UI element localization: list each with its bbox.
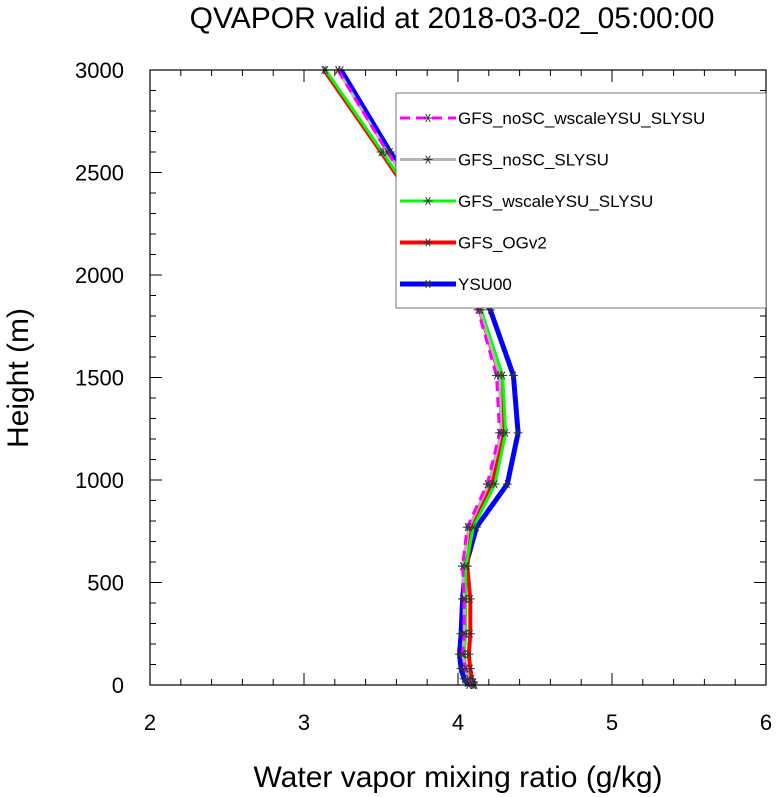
data-point xyxy=(482,479,492,489)
legend-label: GFS_OGv2 xyxy=(458,234,547,253)
legend-item: GFS_wscaleYSU_SLYSU xyxy=(400,192,653,211)
legend: GFS_noSC_wscaleYSU_SLYSU GFS_noSC_SLYSU GF… xyxy=(395,92,767,309)
plot-frame xyxy=(149,69,767,686)
data-point xyxy=(459,594,469,604)
legend-item: GFS_OGv2 xyxy=(400,234,547,253)
y-tick-label: 500 xyxy=(87,571,124,596)
data-point xyxy=(462,523,472,532)
data-point xyxy=(461,664,471,673)
legend-marker xyxy=(423,113,433,123)
y-tick-label: 1500 xyxy=(75,366,124,391)
legend-label: YSU00 xyxy=(458,275,512,294)
y-tick-label: 2000 xyxy=(75,263,124,288)
x-tick-label: 3 xyxy=(298,710,310,735)
x-tick-label: 6 xyxy=(760,710,772,735)
legend-label: GFS_noSC_SLYSU xyxy=(458,151,609,170)
legend-marker xyxy=(423,196,433,206)
y-tick-label: 3000 xyxy=(75,58,124,83)
chart-title: QVAPOR valid at 2018-03-02_05:00:00 xyxy=(190,2,715,35)
x-tick-label: 2 xyxy=(144,710,156,735)
y-tick-label: 1000 xyxy=(75,468,124,493)
legend-marker xyxy=(423,155,433,164)
data-point xyxy=(382,147,392,157)
legend-marker xyxy=(423,238,433,247)
data-point xyxy=(459,629,469,638)
x-tick-label: 5 xyxy=(606,710,618,735)
legend-label: GFS_wscaleYSU_SLYSU xyxy=(458,192,653,211)
y-tick-label: 0 xyxy=(112,673,124,698)
data-point xyxy=(508,371,518,380)
data-point xyxy=(502,479,512,489)
y-axis-label: Height (m) xyxy=(2,308,35,448)
data-point xyxy=(464,674,474,683)
x-tick-label: 4 xyxy=(452,710,464,735)
series-GFS_noSC_wscaleYSU_SLYSU xyxy=(333,65,505,690)
legend-marker xyxy=(423,279,433,289)
tick-labels: 2 3 4 5 6 0 500 1000 1500 2000 2500 3000 xyxy=(75,58,772,735)
legend-item: YSU00 xyxy=(400,275,512,294)
legend-item: GFS_noSC_SLYSU xyxy=(400,151,609,170)
legend-label: GFS_noSC_wscaleYSU_SLYSU xyxy=(458,109,705,128)
y-tick-label: 2500 xyxy=(75,161,124,186)
data-point xyxy=(495,428,505,437)
data-point xyxy=(492,371,501,380)
data-point xyxy=(513,428,523,437)
legend-box xyxy=(395,92,767,309)
data-point xyxy=(458,561,468,571)
legend-item: GFS_noSC_wscaleYSU_SLYSU xyxy=(400,109,705,128)
data-point xyxy=(458,650,468,659)
x-axis-label: Water vapor mixing ratio (g/kg) xyxy=(253,761,662,794)
